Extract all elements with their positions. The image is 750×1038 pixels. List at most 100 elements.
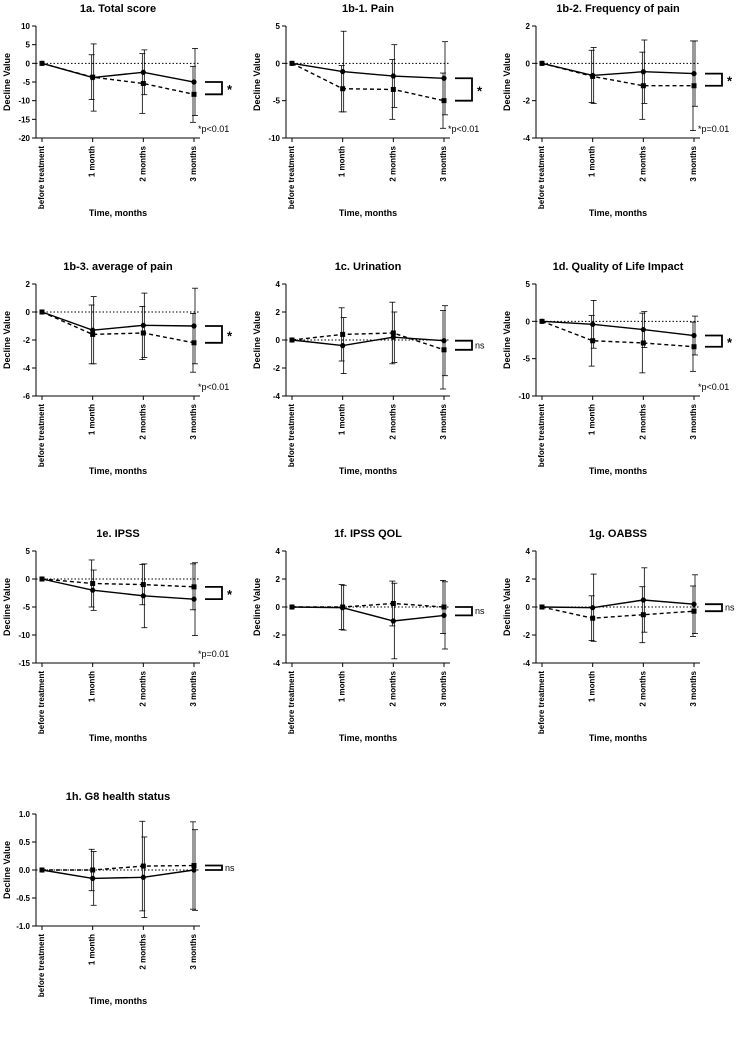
significance-bracket [705, 72, 723, 87]
y-tick-label: 2 [526, 575, 531, 584]
data-point-square [191, 340, 197, 346]
data-point-circle [640, 597, 646, 603]
y-tick-label: -6 [23, 392, 31, 401]
y-tick-label: 4 [276, 280, 281, 289]
significance-bracket [705, 603, 723, 613]
significance-marker: * [227, 587, 233, 602]
data-point-square [640, 83, 646, 89]
data-point-square [90, 331, 96, 337]
data-point-square [140, 582, 146, 588]
series-line-solid [541, 320, 695, 337]
chart-panel: 1b-2. Frequency of pain 2 0 -2 -4 Decline Val… [500, 0, 750, 250]
series-line-dashed [41, 62, 195, 96]
data-point-circle [691, 332, 697, 339]
y-tick-label: 0 [26, 308, 31, 317]
data-point-circle [390, 618, 396, 624]
data-point-square [390, 330, 396, 336]
series-line-dashed [541, 62, 694, 87]
chart-panel: 1b-3. average of pain 2 0 -2 -4 -6 Decline Val… [0, 258, 250, 508]
data-point-circle [140, 874, 146, 880]
significance-marker: * [727, 74, 733, 89]
chart-svg: 1d. Quality of Life Impact 5 0 -5 -10 Decline… [502, 261, 733, 476]
series-line-dashed [291, 332, 445, 351]
chart-panel: 1d. Quality of Life Impact 5 0 -5 -10 Decline… [500, 258, 750, 508]
y-tick-label: 0 [26, 59, 31, 68]
data-point-circle [90, 587, 96, 593]
data-point-square [691, 83, 697, 89]
data-point-square [39, 576, 45, 582]
x-axis-label: Time, months [339, 733, 397, 743]
data-point-circle [640, 326, 646, 333]
data-point-square [390, 601, 396, 606]
series-line-dashed [41, 311, 195, 344]
significance-marker: ns [225, 863, 235, 873]
x-tick-label: 2 months [138, 145, 147, 181]
y-tick-label: 1.0 [19, 810, 31, 819]
y-tick-label: -4 [23, 364, 31, 373]
data-point-square [390, 86, 396, 92]
y-tick-label: -4 [523, 134, 531, 143]
data-point-circle [340, 68, 346, 75]
series-line-solid [41, 869, 195, 880]
significance-bracket [205, 81, 223, 96]
y-tick-label: 0.0 [19, 866, 31, 875]
x-axis-label: Time, months [589, 208, 647, 218]
data-point-square [590, 73, 596, 79]
x-tick-label: 3 months [439, 145, 448, 181]
data-point-square [340, 86, 346, 92]
data-point-square [191, 584, 197, 590]
y-tick-label: -2 [23, 336, 31, 345]
significance-bracket [205, 325, 223, 344]
x-tick-label: 3 months [689, 403, 698, 439]
y-tick-label: -5 [523, 355, 531, 364]
significance-marker: ns [725, 603, 735, 613]
y-tick-label: 4 [526, 547, 531, 556]
chart-title: 1g. OABSS [589, 528, 647, 540]
p-value-annotation: *p=0.01 [198, 649, 229, 659]
chart-title: 1c. Urination [335, 261, 402, 273]
y-tick-label: -2 [273, 364, 281, 373]
series-line-solid [41, 62, 195, 83]
data-point-square [340, 331, 346, 337]
data-point-square [191, 863, 197, 869]
x-tick-label: 2 months [638, 145, 647, 181]
data-point-square [590, 615, 596, 621]
p-value-annotation: *p<0.01 [698, 382, 729, 392]
x-tick-label: 3 months [189, 670, 198, 706]
series-line-solid [41, 311, 195, 331]
data-point-circle [191, 867, 197, 873]
data-point-circle [140, 69, 146, 75]
x-tick-label: 2 months [388, 670, 397, 706]
y-tick-label: 5 [26, 41, 31, 50]
chart-title: 1b-1. Pain [342, 3, 394, 15]
y-axis-label: Decline Value [2, 841, 12, 899]
data-point-square [39, 309, 45, 315]
series-line-solid [291, 606, 445, 622]
series-line-solid [541, 599, 695, 609]
y-tick-label: -2 [273, 631, 281, 640]
y-tick-label: -15 [18, 659, 30, 668]
chart-title: 1a. Total score [80, 3, 156, 15]
data-point-square [90, 580, 96, 586]
significance-bracket [455, 339, 473, 351]
y-tick-label: -20 [18, 134, 30, 143]
data-point-square [539, 318, 545, 324]
data-point-square [691, 344, 697, 350]
p-value-annotation: *p<0.01 [448, 124, 479, 134]
x-tick-label: 3 months [189, 933, 198, 969]
x-tick-label: 2 months [388, 145, 397, 181]
data-point-square [441, 98, 447, 104]
p-value-annotation: *p<0.01 [198, 124, 229, 134]
y-tick-label: 4 [276, 547, 281, 556]
y-tick-label: -4 [273, 392, 281, 401]
x-axis-label: Time, months [589, 466, 647, 476]
y-tick-label: 0 [526, 317, 531, 326]
series-line-dashed [41, 578, 195, 588]
significance-bracket [455, 77, 473, 102]
series-line-solid [541, 62, 695, 77]
chart-title: 1h. G8 health status [66, 791, 171, 803]
significance-bracket [705, 334, 723, 348]
y-tick-label: 2 [26, 280, 31, 289]
chart-svg: 1b-3. average of pain 2 0 -2 -4 -6 Decline Val… [2, 261, 233, 476]
data-point-square [39, 867, 45, 873]
